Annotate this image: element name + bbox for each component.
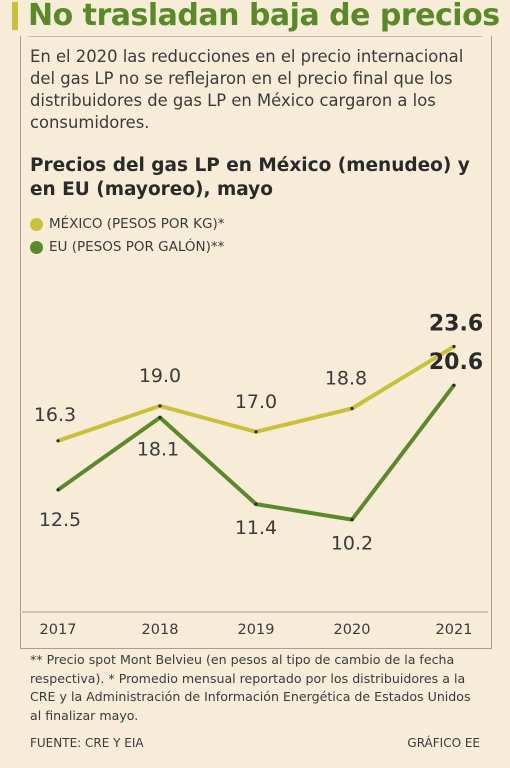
legend-label-eu: EU (PESOS POR GALÓN)** <box>49 239 225 255</box>
legend-dot-eu <box>30 240 43 254</box>
data-label: 20.6 <box>429 350 483 375</box>
x-tick-label: 2017 <box>40 622 77 638</box>
data-point <box>56 488 60 492</box>
subtitle: En el 2020 las reducciones en el precio … <box>30 47 464 132</box>
x-tick-label: 2020 <box>334 622 371 638</box>
chart-title: Precios del gas LP en México (menudeo) y… <box>30 155 470 200</box>
data-point <box>452 383 456 387</box>
page-title: No trasladan baja de precios <box>28 0 500 33</box>
data-label: 12.5 <box>39 509 81 531</box>
data-label: 18.1 <box>137 439 179 461</box>
legend-dot-mexico <box>30 217 43 231</box>
legend-item-eu: EU (PESOS POR GALÓN)** <box>30 239 224 255</box>
legend-item-mexico: MÉXICO (PESOS POR KG)* <box>30 216 225 232</box>
data-label: 11.4 <box>235 517 277 539</box>
data-point <box>350 406 354 411</box>
footnote: ** Precio spot Mont Belvieu (en pesos al… <box>30 652 471 723</box>
x-tick-label: 2019 <box>238 622 275 638</box>
data-point <box>158 404 162 408</box>
title-accent-bar <box>12 2 18 30</box>
data-point <box>158 415 162 420</box>
credit-text: GRÁFICO EE <box>407 736 480 750</box>
data-label: 23.6 <box>429 311 483 336</box>
chart-frame <box>20 36 492 649</box>
x-tick-label: 2021 <box>436 622 473 638</box>
data-label: 19.0 <box>139 365 181 387</box>
data-point <box>254 502 258 506</box>
legend-label-mexico: MÉXICO (PESOS POR KG)* <box>49 216 225 232</box>
title-divider <box>28 36 482 37</box>
data-label: 16.3 <box>34 404 76 426</box>
x-tick-label: 2018 <box>142 622 179 638</box>
data-point <box>254 430 258 434</box>
data-point <box>56 439 60 443</box>
data-label: 17.0 <box>235 391 277 413</box>
data-label: 10.2 <box>331 533 373 555</box>
data-label: 18.8 <box>325 368 367 390</box>
source-text: FUENTE: CRE Y EIA <box>30 736 144 750</box>
line-chart: 2017 2018 2019 2020 2021 16.3 19.0 17.0 18.8 23.6… <box>22 311 488 638</box>
data-point <box>452 344 456 349</box>
data-point <box>350 518 354 522</box>
